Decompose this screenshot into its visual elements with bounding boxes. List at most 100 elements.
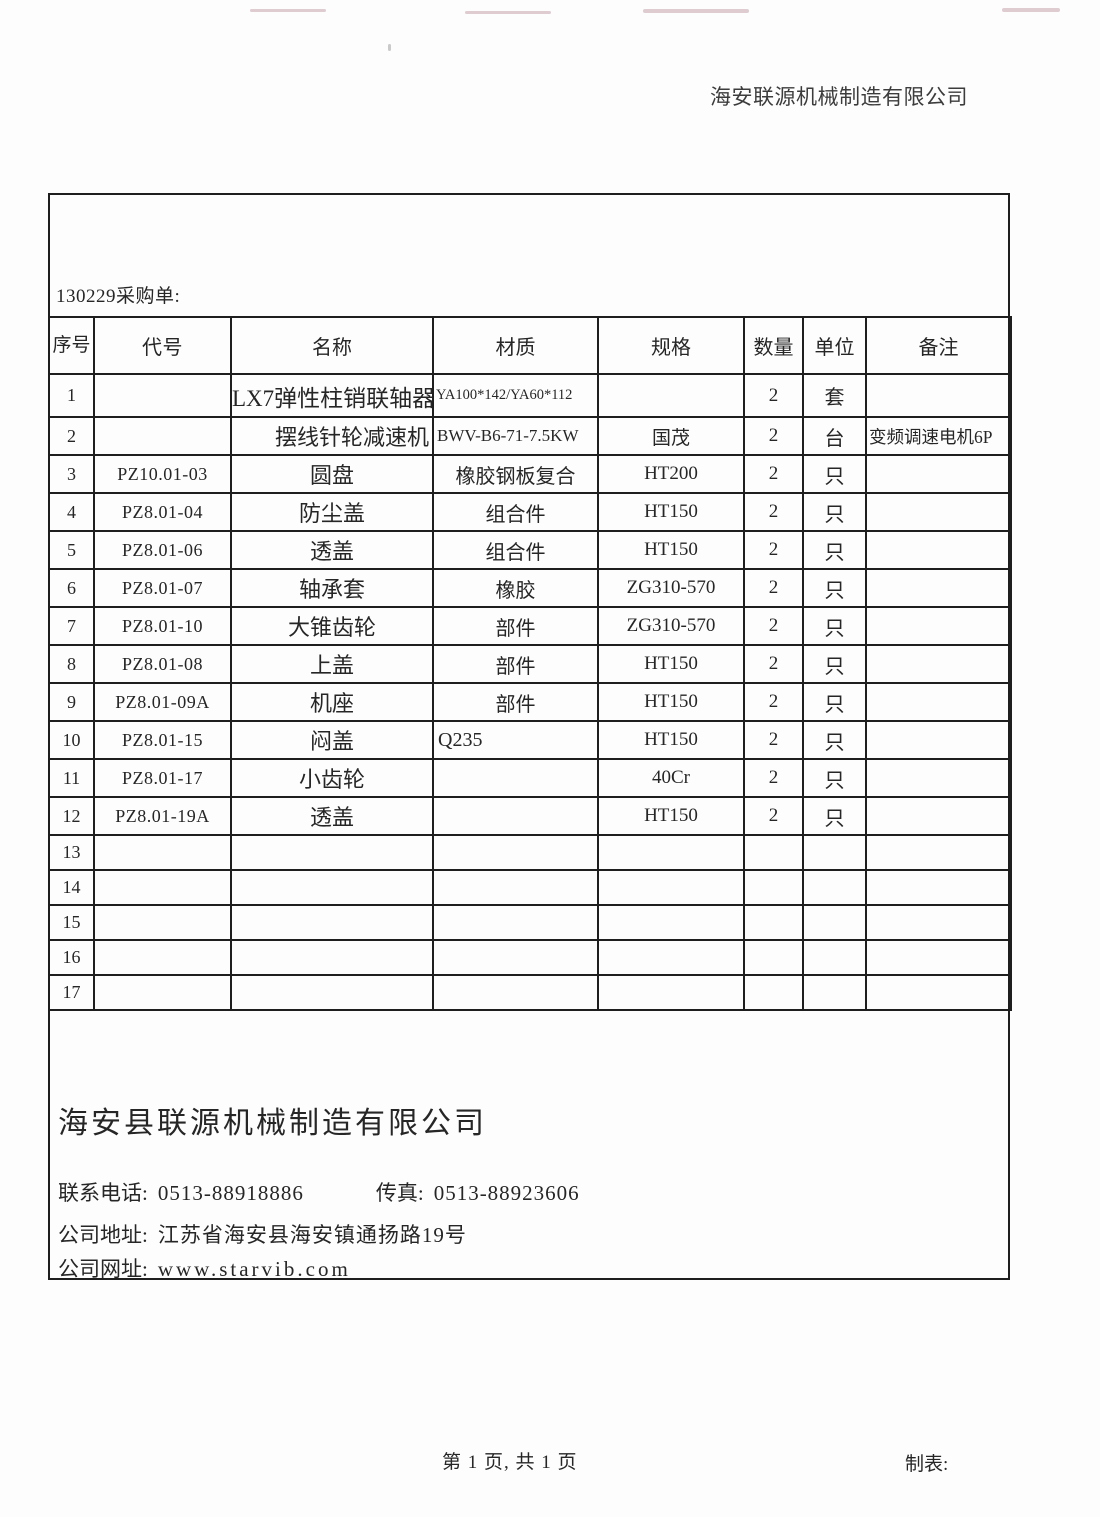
- table-header-row: 序号 代号 名称 材质 规格 数量 单位 备注: [48, 316, 1012, 375]
- cell-spec: [597, 904, 745, 941]
- cell-material: [432, 974, 599, 1011]
- cell-code: PZ8.01-04: [93, 492, 232, 532]
- cell-name: 防尘盖: [230, 492, 434, 532]
- scan-artifact: [465, 11, 551, 14]
- table-body: 1 LX7弹性柱销联轴器 YA100*142/YA60*112 2 套 2 摆线针轮减速机 B…: [48, 373, 1012, 1011]
- col-header-spec: 规格: [597, 316, 745, 375]
- company-name: 海安县联源机械制造有限公司: [58, 1107, 487, 1140]
- table-row: 8 PZ8.01-08 上盖 部件 HT150 2 只: [48, 644, 1012, 684]
- cell-material: 部件: [432, 682, 599, 722]
- cell-spec: HT150: [597, 720, 745, 760]
- address-value: 江苏省海安县海安镇通扬路19号: [157, 1223, 467, 1247]
- cell-spec: HT200: [597, 454, 745, 494]
- cell-material: [432, 904, 599, 941]
- doc-label: 130229采购单:: [56, 286, 181, 307]
- cell-name: 轴承套: [230, 568, 434, 608]
- cell-qty: [743, 904, 804, 941]
- cell-no: 9: [48, 682, 95, 722]
- col-header-material: 材质: [432, 316, 599, 375]
- col-header-code: 代号: [93, 316, 232, 375]
- website-label: 公司网址:: [58, 1257, 148, 1281]
- items-table: 序号 代号 名称 材质 规格 数量 单位 备注 1 LX7弹性柱销联轴器 YA100…: [48, 316, 1012, 1011]
- cell-material: [432, 869, 599, 906]
- col-header-unit: 单位: [802, 316, 867, 375]
- table-row: 1 LX7弹性柱销联轴器 YA100*142/YA60*112 2 套: [48, 373, 1012, 418]
- cell-spec: HT150: [597, 644, 745, 684]
- cell-qty: [743, 834, 804, 871]
- cell-qty: 2: [743, 796, 804, 836]
- cell-name: [230, 974, 434, 1011]
- cell-unit: 只: [802, 644, 867, 684]
- cell-material: 橡胶: [432, 568, 599, 608]
- cell-no: 2: [48, 416, 95, 456]
- cell-qty: [743, 974, 804, 1011]
- cell-code: PZ8.01-15: [93, 720, 232, 760]
- cell-no: 7: [48, 606, 95, 646]
- cell-name: [230, 869, 434, 906]
- table-row: 17: [48, 974, 1012, 1011]
- col-header-name: 名称: [230, 316, 434, 375]
- cell-note: [865, 758, 1012, 798]
- cell-material: BWV-B6-71-7.5KW: [432, 416, 599, 456]
- cell-material: YA100*142/YA60*112: [432, 373, 599, 418]
- cell-name: [230, 939, 434, 976]
- cell-qty: 2: [743, 454, 804, 494]
- cell-no: 14: [48, 869, 95, 906]
- cell-note: 变频调速电机6P: [865, 416, 1012, 456]
- table-row: 14: [48, 869, 1012, 906]
- cell-code: [93, 904, 232, 941]
- cell-qty: 2: [743, 568, 804, 608]
- cell-note: [865, 682, 1012, 722]
- cell-no: 1: [48, 373, 95, 418]
- cell-spec: [597, 869, 745, 906]
- table-row: 6 PZ8.01-07 轴承套 橡胶 ZG310-570 2 只: [48, 568, 1012, 608]
- website-line: 公司网址: www.starvib.com: [58, 1253, 351, 1283]
- cell-unit: 只: [802, 492, 867, 532]
- cell-qty: 2: [743, 492, 804, 532]
- table-row: 15: [48, 904, 1012, 941]
- cell-material: 橡胶钢板复合: [432, 454, 599, 494]
- header-company-name: 海安联源机械制造有限公司: [710, 85, 968, 109]
- cell-qty: 2: [743, 758, 804, 798]
- cell-note: [865, 974, 1012, 1011]
- cell-no: 17: [48, 974, 95, 1011]
- table-row: 7 PZ8.01-10 大锥齿轮 部件 ZG310-570 2 只: [48, 606, 1012, 646]
- scan-artifact: [250, 9, 326, 12]
- table-row: 9 PZ8.01-09A 机座 部件 HT150 2 只: [48, 682, 1012, 722]
- cell-note: [865, 568, 1012, 608]
- cell-code: PZ8.01-10: [93, 606, 232, 646]
- cell-code: [93, 416, 232, 456]
- cell-code: [93, 834, 232, 871]
- table-row: 16: [48, 939, 1012, 976]
- cell-unit: [802, 904, 867, 941]
- cell-code: [93, 869, 232, 906]
- cell-name: 闷盖: [230, 720, 434, 760]
- cell-name: 透盖: [230, 530, 434, 570]
- cell-qty: 2: [743, 530, 804, 570]
- table-row: 10 PZ8.01-15 闷盖 Q235 HT150 2 只: [48, 720, 1012, 760]
- phone-label: 联系电话:: [58, 1181, 148, 1205]
- cell-qty: 2: [743, 373, 804, 418]
- cell-spec: HT150: [597, 682, 745, 722]
- cell-spec: 国茂: [597, 416, 745, 456]
- scan-artifact: [643, 9, 749, 13]
- cell-no: 11: [48, 758, 95, 798]
- cell-material: [432, 834, 599, 871]
- cell-material: 组合件: [432, 530, 599, 570]
- cell-no: 4: [48, 492, 95, 532]
- cell-material: Q235: [432, 720, 599, 760]
- cell-note: [865, 796, 1012, 836]
- cell-unit: 台: [802, 416, 867, 456]
- cell-qty: 2: [743, 720, 804, 760]
- cell-name: [230, 904, 434, 941]
- cell-unit: 只: [802, 720, 867, 760]
- scan-artifact: [1002, 8, 1060, 12]
- cell-note: [865, 834, 1012, 871]
- cell-spec: [597, 834, 745, 871]
- cell-material: 组合件: [432, 492, 599, 532]
- fax-value: 0513-88923606: [433, 1181, 580, 1205]
- cell-no: 15: [48, 904, 95, 941]
- table-row: 4 PZ8.01-04 防尘盖 组合件 HT150 2 只: [48, 492, 1012, 532]
- cell-name: LX7弹性柱销联轴器: [230, 373, 434, 418]
- table-row: 13: [48, 834, 1012, 871]
